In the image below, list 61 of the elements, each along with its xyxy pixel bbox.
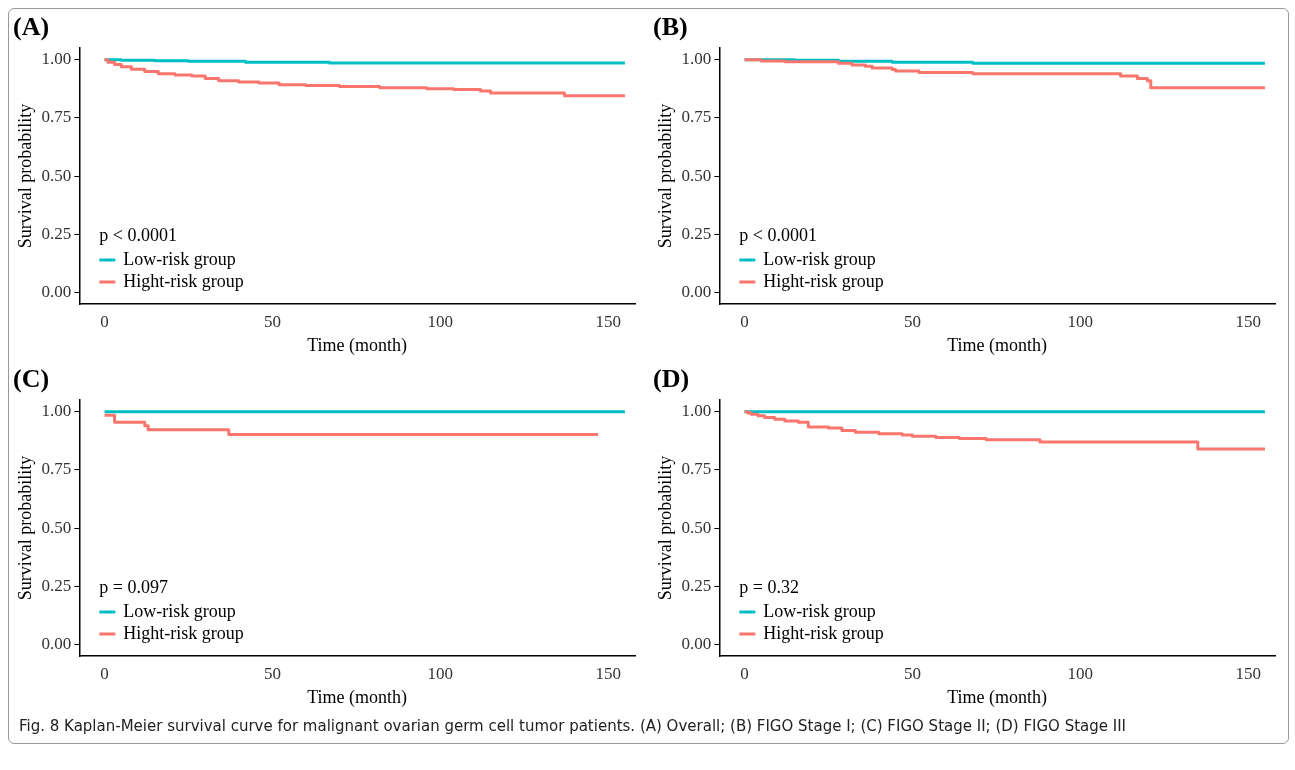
x-tick-label: 100: [1067, 663, 1094, 683]
y-axis-title: Survival probability: [654, 103, 675, 249]
x-tick-label: 100: [1067, 311, 1094, 331]
y-tick-label: 1.00: [681, 401, 712, 421]
y-tick-label: 0.25: [681, 223, 712, 243]
x-tick-label: 150: [595, 663, 621, 683]
legend-label: Hight-risk group: [763, 622, 884, 643]
y-axis-title: Survival probability: [14, 103, 35, 249]
x-tick-label: 150: [595, 311, 621, 331]
x-tick-label: 50: [903, 663, 921, 683]
y-tick-label: 0.25: [681, 575, 712, 595]
x-tick-label: 50: [263, 311, 281, 331]
x-axis-title: Time (month): [307, 334, 408, 356]
x-axis-title: Time (month): [947, 686, 1048, 708]
legend-label: Low-risk group: [123, 248, 236, 269]
legend-label: Low-risk group: [763, 600, 876, 621]
legend-label: Hight-risk group: [763, 270, 884, 291]
caption: Fig. 8 Kaplan-Meier survival curve for malignant ovarian germ cell tumor patients. (A) Overall; (B) FIGO Stage I; (C) FIGO Stage II; (D) FIGO Stage III: [18, 716, 1128, 737]
x-tick-label: 50: [903, 311, 921, 331]
y-tick-label: 0.00: [681, 633, 712, 653]
x-tick-label: 50: [263, 663, 281, 683]
x-tick-label: 0: [100, 311, 109, 331]
y-tick-label: 1.00: [41, 401, 72, 421]
y-tick-label: 0.75: [681, 107, 712, 127]
annotation: p < 0.0001: [739, 224, 818, 245]
x-tick-label: 150: [1235, 663, 1261, 683]
chart-title: (B): [653, 12, 688, 42]
x-tick-label: 100: [427, 663, 454, 683]
y-tick-label: 0.75: [41, 107, 72, 127]
chart-title: (A): [13, 12, 50, 42]
chart-title: (C): [13, 364, 50, 394]
x-tick-label: 150: [1235, 311, 1261, 331]
y-tick-label: 0.50: [681, 165, 712, 185]
y-tick-label: 0.50: [681, 517, 712, 537]
legend-label: Hight-risk group: [123, 270, 244, 291]
y-tick-label: 0.00: [41, 633, 72, 653]
annotation: p = 0.32: [739, 576, 800, 597]
legend-label: Hight-risk group: [123, 622, 244, 643]
annotation: p = 0.097: [99, 576, 169, 597]
y-tick-label: 0.00: [681, 281, 712, 301]
chart-title: (D): [653, 364, 690, 394]
y-tick-label: 0.00: [41, 281, 72, 301]
y-tick-label: 1.00: [41, 49, 72, 69]
x-tick-label: 0: [740, 311, 749, 331]
x-tick-label: 0: [740, 663, 749, 683]
y-tick-label: 1.00: [681, 49, 712, 69]
x-axis-title: Time (month): [307, 686, 408, 708]
x-tick-label: 100: [427, 311, 454, 331]
y-axis-title: Survival probability: [14, 455, 35, 601]
x-axis-title: Time (month): [947, 334, 1048, 356]
legend-label: Low-risk group: [123, 600, 236, 621]
y-tick-label: 0.75: [681, 459, 712, 479]
y-tick-label: 0.25: [41, 575, 72, 595]
y-axis-title: Survival probability: [654, 455, 675, 601]
y-tick-label: 0.50: [41, 517, 72, 537]
y-tick-label: 0.25: [41, 223, 72, 243]
x-tick-label: 0: [100, 663, 109, 683]
legend-label: Low-risk group: [763, 248, 876, 269]
y-tick-label: 0.50: [41, 165, 72, 185]
y-tick-label: 0.75: [41, 459, 72, 479]
annotation: p < 0.0001: [99, 224, 178, 245]
